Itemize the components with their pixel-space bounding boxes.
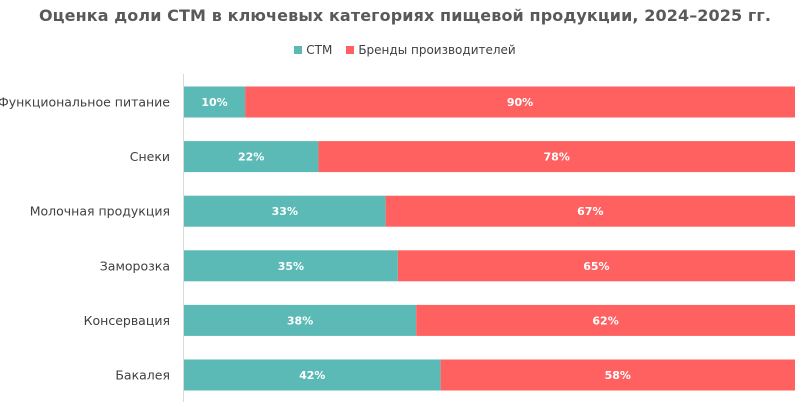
bar-stm (184, 250, 398, 282)
legend-item-brands: Бренды производителей (346, 43, 516, 57)
bar-brands (440, 359, 795, 391)
data-label: 65% (583, 260, 609, 273)
bar-brands (245, 86, 796, 118)
data-label: 33% (272, 205, 298, 218)
bar-stm (184, 359, 441, 391)
bar-stm (184, 195, 386, 227)
category-label: Консервация (84, 313, 170, 328)
legend-swatch-stm (294, 46, 303, 54)
data-label: 67% (577, 205, 603, 218)
bar-brands (385, 195, 795, 227)
data-label: 42% (299, 369, 325, 382)
bar-stm (184, 86, 246, 118)
data-label: 58% (605, 369, 631, 382)
bar-brands (416, 304, 795, 336)
category-label: Функциональное питание (0, 95, 170, 110)
data-label: 90% (507, 96, 533, 109)
bar-brands (397, 250, 795, 282)
legend-item-stm: СТМ (294, 43, 332, 57)
legend-label-brands: Бренды производителей (358, 43, 516, 57)
chart-title: Оценка доли СТМ в ключевых категориях пи… (38, 6, 772, 25)
category-label: Снеки (130, 149, 170, 164)
category-label: Молочная продукция (30, 204, 170, 219)
data-label: 38% (287, 314, 313, 327)
data-label: 22% (238, 151, 264, 164)
legend-label-stm: СТМ (306, 43, 333, 57)
legend-swatch-brands (346, 46, 355, 54)
legend: СТМ Бренды производителей (0, 43, 810, 57)
data-label: 62% (592, 314, 618, 327)
bar-stm (184, 141, 319, 173)
bar-stm (184, 304, 417, 336)
data-label: 10% (201, 96, 227, 109)
category-label: Бакалея (115, 368, 170, 383)
category-label: Заморозка (100, 258, 170, 273)
bar-brands (318, 141, 795, 173)
data-label: 35% (278, 260, 304, 273)
data-label: 78% (544, 151, 570, 164)
